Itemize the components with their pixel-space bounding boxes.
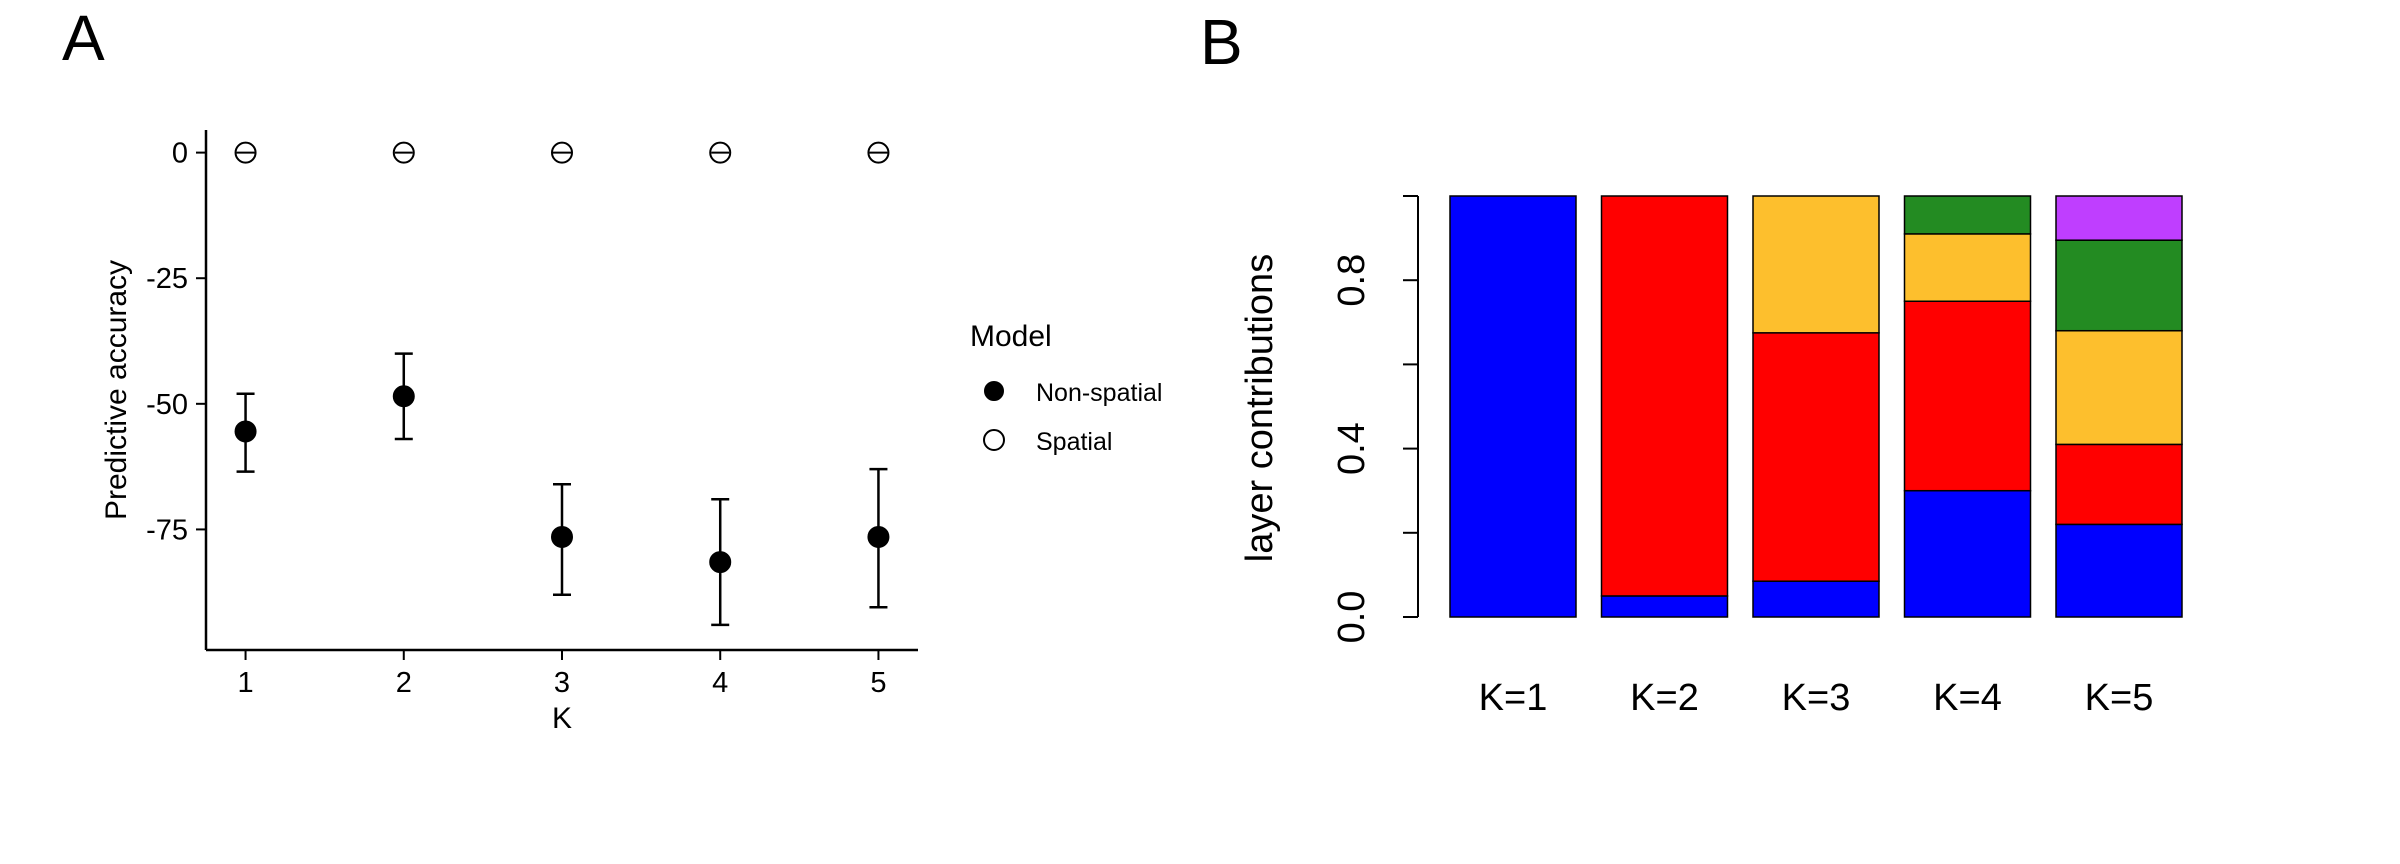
panel-a-y-ticks: 0 -25 -50 -75	[146, 138, 206, 546]
y-tick-label: 0	[172, 138, 188, 170]
panel-a-x-axis-label: K	[552, 702, 572, 735]
data-point-non-spatial	[709, 551, 732, 574]
bar-segment-layer-2	[1903, 300, 2032, 492]
y-tick-label: -50	[146, 389, 188, 421]
panel-b-y-axis-label: layer contributions	[1239, 254, 1281, 562]
bar-segment-layer-4	[1903, 195, 2032, 235]
x-tick-label: 5	[870, 667, 886, 699]
y-tick-label: 0.4	[1331, 422, 1373, 475]
panel-b-y-ticks: 0.0 0.4 0.8	[1331, 195, 1418, 644]
legend-entry-spatial: Spatial	[1036, 428, 1112, 456]
data-point-spatial	[867, 141, 890, 164]
panel-a-legend: Model Non-spatial Spatial	[970, 320, 1162, 456]
bar-segment-layer-2	[1600, 195, 1729, 597]
panel-a-accuracy-chart: A 0 -25 -50 -75 1 2 3 4 5 K Predictive accuracy…	[62, 2, 1162, 735]
x-tick-label: 4	[712, 667, 728, 699]
x-tick-label: 3	[554, 667, 570, 699]
y-tick-label: -25	[146, 263, 188, 295]
category-label: K=3	[1782, 677, 1851, 719]
legend-open-circle-icon	[983, 429, 1005, 451]
panel-b-stacked-bars	[1449, 195, 2183, 618]
panel-a-marks	[234, 141, 890, 627]
legend-entry-non-spatial: Non-spatial	[1036, 379, 1162, 407]
category-label: K=4	[1933, 677, 2002, 719]
y-tick-label: 0.0	[1331, 591, 1373, 644]
data-point-non-spatial	[551, 525, 573, 548]
bar-segment-layer-2	[2055, 443, 2183, 526]
legend-title: Model	[970, 320, 1052, 353]
panel-a-label: A	[62, 2, 105, 74]
y-tick-label: -75	[146, 514, 188, 546]
bar-segment-layer-1	[1903, 489, 2032, 618]
x-tick-label: 2	[396, 667, 412, 699]
bar-segment-layer-1	[1752, 580, 1880, 618]
panel-a-x-ticks: 1 2 3 4 5	[237, 650, 887, 699]
bar-segment-layer-1	[1600, 595, 1729, 618]
data-point-non-spatial	[867, 525, 890, 548]
data-point-spatial	[551, 141, 573, 164]
legend-filled-circle-icon	[984, 381, 1004, 401]
bar-segment-layer-4	[2055, 239, 2183, 332]
bar-segment-layer-5	[2055, 195, 2183, 241]
category-label: K=5	[2085, 677, 2154, 719]
data-point-non-spatial	[392, 385, 415, 408]
bar-segment-layer-1	[2055, 523, 2183, 618]
bar-segment-layer-3	[1752, 195, 1880, 334]
panel-a-y-axis-label: Predictive accuracy	[100, 260, 133, 520]
data-point-spatial	[709, 141, 732, 164]
panel-b-label: B	[1200, 6, 1243, 78]
data-point-spatial	[234, 141, 257, 164]
y-tick-label: 0.8	[1331, 254, 1373, 307]
bar-segment-layer-3	[2055, 329, 2183, 446]
panel-b-layer-contribution-chart: B 0.0 0.4 0.8 K=1 K=2 K=3 K=4 K=5 layer contri…	[1200, 6, 2183, 719]
x-tick-label: 1	[237, 667, 253, 699]
category-label: K=2	[1630, 677, 1699, 719]
bar-segment-layer-1	[1449, 195, 1577, 618]
bar-segment-layer-2	[1752, 332, 1880, 582]
data-point-non-spatial	[234, 420, 257, 443]
bar-segment-layer-3	[1903, 233, 2032, 302]
panel-b-category-labels: K=1 K=2 K=3 K=4 K=5	[1479, 677, 2154, 719]
category-label: K=1	[1479, 677, 1548, 719]
data-point-spatial	[392, 141, 415, 164]
